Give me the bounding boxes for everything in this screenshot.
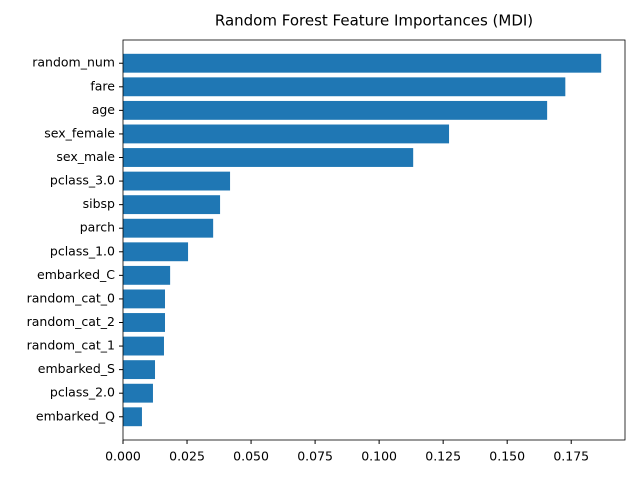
y-tick-label: age <box>92 102 116 117</box>
bar <box>123 100 548 120</box>
y-tick-label: parch <box>80 220 115 235</box>
x-tick-label: 0.075 <box>297 449 333 464</box>
bar <box>123 171 231 191</box>
y-tick-label: embarked_Q <box>36 408 115 423</box>
x-tick-label: 0.025 <box>169 449 205 464</box>
x-tick-label: 0.050 <box>233 449 269 464</box>
bar <box>123 407 142 427</box>
y-tick-label: fare <box>90 78 115 93</box>
bar <box>123 289 166 309</box>
y-tick-label: embarked_S <box>38 361 115 376</box>
bar <box>123 124 450 144</box>
y-tick-label: random_cat_2 <box>27 314 115 329</box>
bar <box>123 265 171 285</box>
plot-frame <box>122 39 626 441</box>
y-tick-label: sibsp <box>83 196 115 211</box>
y-tick-label: sex_male <box>56 149 115 164</box>
bar <box>123 360 156 380</box>
x-tick-label: 0.150 <box>489 449 525 464</box>
bar <box>123 218 214 238</box>
bar <box>123 53 602 73</box>
bar <box>123 383 153 403</box>
bar <box>123 148 414 167</box>
chart-title: Random Forest Feature Importances (MDI) <box>215 12 533 30</box>
bar <box>123 242 189 262</box>
bar <box>123 195 221 215</box>
x-tick-label: 0.175 <box>553 449 589 464</box>
bar <box>123 77 566 97</box>
bar <box>123 313 166 332</box>
y-tick-label: embarked_C <box>37 267 115 282</box>
y-tick-label: sex_female <box>44 125 115 140</box>
x-tick-label: 0.100 <box>361 449 397 464</box>
x-tick-label: 0.000 <box>105 449 141 464</box>
x-tick-label: 0.125 <box>425 449 461 464</box>
y-tick-label: random_cat_1 <box>27 338 115 353</box>
y-tick-label: pclass_2.0 <box>50 385 115 400</box>
y-tick-label: pclass_3.0 <box>50 173 115 188</box>
bar <box>123 336 164 356</box>
y-tick-label: random_cat_0 <box>27 290 115 305</box>
y-tick-label: pclass_1.0 <box>50 243 115 258</box>
y-tick-label: random_num <box>32 55 115 70</box>
